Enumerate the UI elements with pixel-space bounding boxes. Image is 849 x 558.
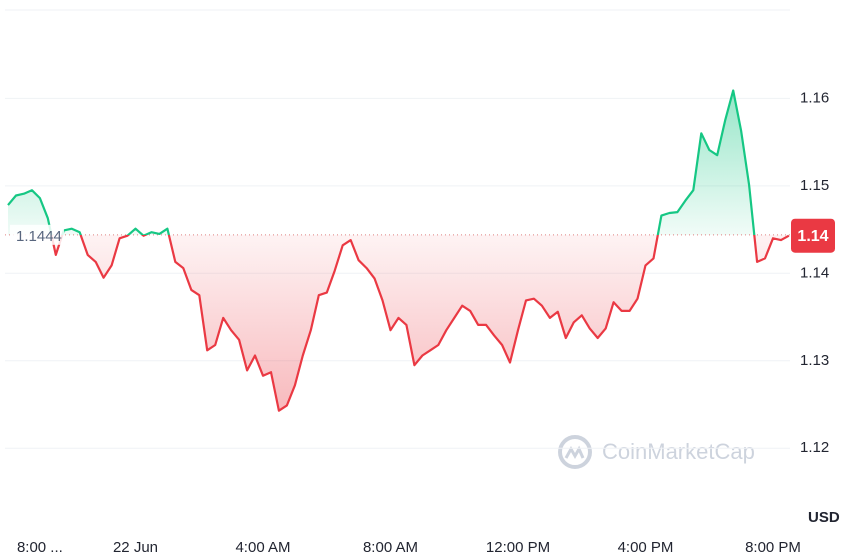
currency-label: USD	[808, 509, 840, 526]
y-tick-label: 1.13	[800, 352, 829, 369]
base-label-bg	[10, 224, 64, 245]
y-tick-label: 1.15	[800, 177, 829, 194]
y-tick-label: 1.16	[800, 89, 829, 106]
x-tick-label: 8:00 PM	[745, 539, 801, 556]
x-tick-label: 8:00 ...	[17, 539, 63, 556]
y-tick-label: 1.12	[800, 439, 829, 456]
x-tick-label: 4:00 PM	[618, 539, 674, 556]
price-line	[7, 89, 790, 412]
last-price-label: 1.14	[797, 228, 828, 245]
area-fill	[8, 90, 789, 411]
x-tick-label: 22 Jun	[113, 539, 158, 556]
x-tick-label: 4:00 AM	[235, 539, 290, 556]
x-tick-label: 8:00 AM	[363, 539, 418, 556]
watermark-text: CoinMarketCap	[602, 439, 755, 464]
y-tick-label: 1.14	[800, 264, 829, 281]
x-tick-label: 12:00 PM	[486, 539, 550, 556]
base-value-label: 1.1444	[16, 228, 62, 245]
last-price-tag	[791, 218, 835, 253]
watermark: CoinMarketCap	[558, 435, 755, 469]
